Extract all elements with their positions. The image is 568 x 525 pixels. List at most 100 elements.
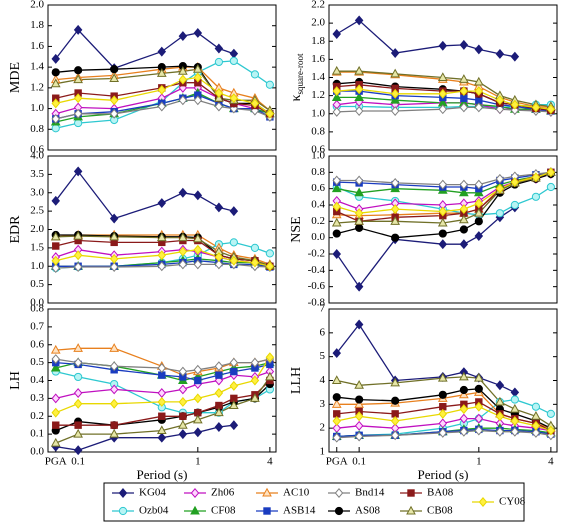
marker — [459, 204, 469, 215]
marker — [438, 229, 447, 238]
series-line — [55, 356, 271, 414]
marker — [50, 344, 61, 354]
y-tick-label: 2.0 — [30, 223, 44, 235]
marker — [265, 261, 275, 272]
marker — [157, 432, 167, 443]
y-axis-label-main: κ — [289, 94, 304, 101]
marker — [438, 427, 448, 438]
y-tick-label: 0.2 — [311, 215, 325, 227]
legend-marker — [334, 506, 344, 516]
marker — [495, 380, 505, 391]
marker — [229, 255, 239, 266]
y-tick-label: 0.6 — [311, 144, 325, 156]
marker — [51, 407, 61, 418]
marker — [157, 261, 167, 272]
marker — [531, 427, 541, 438]
marker — [214, 259, 224, 270]
marker — [546, 104, 556, 115]
series-line — [336, 323, 516, 393]
marker — [178, 74, 188, 85]
marker — [73, 230, 83, 240]
marker — [50, 362, 61, 372]
marker — [332, 393, 341, 402]
marker — [178, 366, 188, 377]
marker — [390, 48, 400, 58]
marker — [157, 46, 167, 57]
marker — [214, 101, 224, 112]
marker — [474, 413, 484, 424]
marker — [459, 74, 469, 83]
y-tick-label: 0.7 — [30, 320, 44, 332]
marker — [459, 426, 469, 437]
marker — [390, 106, 400, 116]
marker — [354, 319, 364, 330]
y-tick-label: 0.5 — [30, 356, 44, 368]
marker — [74, 372, 83, 382]
series-line — [55, 82, 271, 115]
y-tick-label: 1.4 — [311, 71, 325, 83]
y-tick-label: 2.0 — [30, 0, 44, 11]
y-tick-label: 0.3 — [30, 392, 44, 404]
marker — [214, 57, 223, 67]
marker — [355, 223, 364, 232]
marker — [459, 187, 469, 197]
marker — [74, 118, 83, 128]
series-line — [336, 186, 552, 216]
series-line — [55, 380, 271, 426]
marker — [179, 412, 187, 420]
marker — [354, 208, 364, 219]
marker — [250, 98, 260, 109]
marker — [510, 99, 520, 110]
marker — [332, 201, 342, 212]
legend-marker — [406, 505, 416, 515]
series-line — [55, 370, 271, 400]
marker — [531, 192, 541, 201]
marker — [473, 372, 484, 382]
marker — [459, 39, 469, 50]
marker — [531, 172, 541, 183]
marker — [332, 348, 342, 359]
marker — [495, 209, 504, 218]
marker — [229, 206, 239, 217]
y-tick-label: 0.0 — [30, 446, 44, 458]
marker — [109, 95, 119, 106]
marker — [250, 357, 260, 368]
legend-box — [103, 482, 525, 522]
marker — [510, 177, 520, 188]
y-tick-label: 0.4 — [30, 374, 44, 386]
series-line — [55, 94, 271, 120]
marker — [109, 253, 119, 264]
series-line — [55, 28, 235, 69]
marker — [214, 88, 224, 99]
marker — [157, 101, 167, 112]
marker — [178, 419, 188, 429]
marker — [51, 393, 61, 404]
marker — [531, 402, 541, 411]
marker — [495, 396, 505, 406]
series-line — [55, 376, 271, 444]
x-axis-label: Period (s) — [418, 467, 469, 482]
legend-label: ASB14 — [283, 505, 316, 517]
marker — [109, 213, 119, 224]
y-tick-label: 1.8 — [30, 19, 44, 31]
marker — [193, 72, 203, 83]
marker — [178, 187, 188, 198]
series-line — [336, 171, 552, 190]
marker — [474, 401, 484, 412]
x-tick-label: PGA — [45, 456, 67, 468]
marker — [438, 206, 448, 217]
marker — [265, 352, 275, 363]
marker — [229, 48, 239, 59]
y-axis-label: MDE — [8, 62, 23, 93]
marker — [438, 40, 448, 51]
y-tick-label: 1.6 — [311, 53, 325, 65]
marker — [460, 94, 468, 103]
marker — [157, 84, 167, 95]
plot-frame — [328, 155, 558, 304]
marker — [354, 187, 364, 197]
y-tick-label: 3 — [320, 398, 326, 410]
marker — [192, 414, 203, 424]
y-tick-label: -0.4 — [308, 264, 326, 276]
marker — [331, 217, 342, 227]
marker — [354, 431, 364, 442]
